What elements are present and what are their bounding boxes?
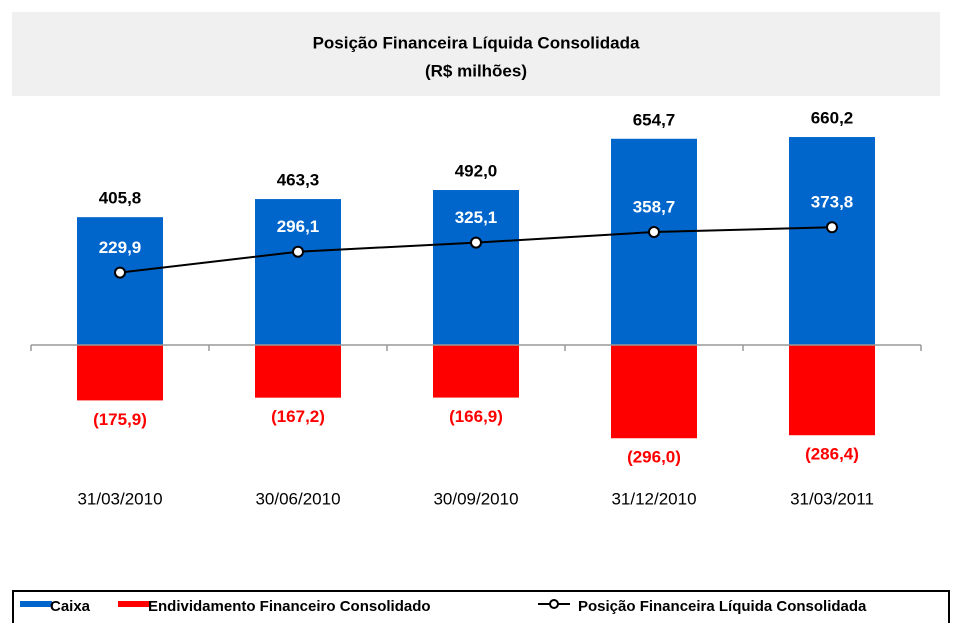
data-label: (166,9) <box>449 407 503 426</box>
legend-label: Caixa <box>50 598 91 615</box>
data-label: (175,9) <box>93 410 147 429</box>
legend-swatch <box>20 601 52 607</box>
legend-label: Endividamento Financeiro Consolidado <box>148 598 431 615</box>
data-label: (286,4) <box>805 445 859 464</box>
x-tick-label: 31/12/2010 <box>611 489 696 508</box>
legend-swatch <box>549 599 559 609</box>
data-label: 229,9 <box>99 238 142 257</box>
x-tick-label: 30/09/2010 <box>433 489 518 508</box>
data-label: 405,8 <box>99 189 142 208</box>
data-label: 654,7 <box>633 110 676 129</box>
data-label: (167,2) <box>271 407 325 426</box>
line-marker <box>470 236 482 249</box>
legend-label: Posição Financeira Líquida Consolidada <box>578 598 867 615</box>
bar <box>77 217 163 345</box>
x-tick-label: 31/03/2011 <box>790 489 874 508</box>
line-marker <box>292 245 304 258</box>
bar <box>789 137 875 345</box>
chart-title: Posição Financeira Líquida Consolidada <box>313 33 640 52</box>
bar <box>433 190 519 345</box>
data-label: (296,0) <box>627 448 681 467</box>
title-box <box>12 12 940 96</box>
legend-box <box>12 590 950 628</box>
legend-swatch <box>118 601 150 607</box>
data-label: 325,1 <box>455 208 498 227</box>
data-label: 358,7 <box>633 197 676 216</box>
bar <box>789 345 875 436</box>
line-marker <box>826 221 838 234</box>
line-marker <box>648 226 660 239</box>
bar <box>255 199 341 345</box>
data-label: 373,8 <box>811 193 854 212</box>
data-label: 660,2 <box>811 109 854 128</box>
x-tick-label: 31/03/2010 <box>77 489 162 508</box>
bar <box>255 345 341 398</box>
line-marker <box>114 266 126 279</box>
bar <box>77 345 163 401</box>
x-tick-label: 30/06/2010 <box>255 489 340 508</box>
data-label: 463,3 <box>277 171 320 190</box>
bar <box>611 345 697 439</box>
chart-subtitle: (R$ milhões) <box>425 61 527 80</box>
bar <box>433 345 519 398</box>
data-label: 492,0 <box>455 162 498 181</box>
data-label: 296,1 <box>277 217 320 236</box>
bar <box>611 138 697 345</box>
